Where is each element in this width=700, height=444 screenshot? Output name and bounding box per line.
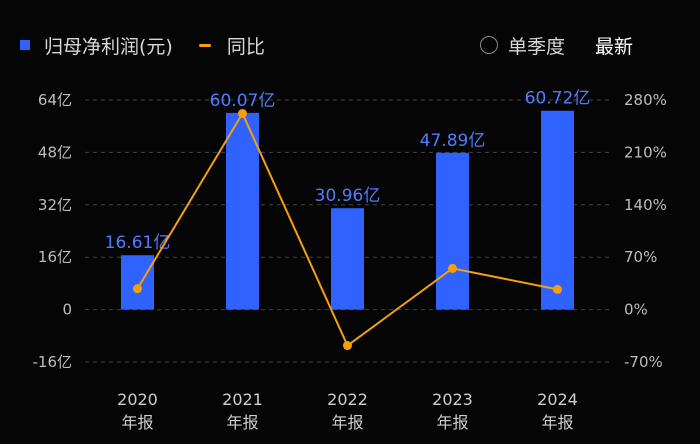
category-year-label: 2020 bbox=[117, 390, 158, 409]
yoy-point bbox=[133, 284, 142, 294]
category-type-label: 年报 bbox=[436, 413, 468, 432]
bar bbox=[331, 208, 364, 310]
radio-circle-icon[interactable] bbox=[480, 36, 498, 54]
quarterly-toggle[interactable]: 单季度 bbox=[480, 30, 565, 60]
bar bbox=[541, 110, 574, 310]
bar-value-label: 47.89亿 bbox=[420, 131, 486, 151]
line-legend-swatch bbox=[198, 43, 211, 47]
line-legend-label: 同比 bbox=[226, 35, 265, 58]
category-year-label: 2023 bbox=[432, 390, 473, 409]
bar bbox=[436, 152, 469, 310]
bar-value-label: 60.72亿 bbox=[525, 89, 591, 109]
bar bbox=[226, 112, 259, 310]
category-type-label: 年报 bbox=[541, 413, 573, 432]
yoy-point bbox=[238, 108, 247, 118]
right-tick-label: 70% bbox=[624, 248, 657, 266]
right-tick-label: 280% bbox=[624, 91, 667, 109]
category-year-label: 2022 bbox=[327, 390, 368, 409]
category-year-label: 2021 bbox=[222, 390, 263, 409]
right-tick-label: 0% bbox=[624, 301, 648, 319]
bar-value-label: 16.61亿 bbox=[105, 233, 171, 253]
category-type-label: 年报 bbox=[121, 413, 153, 432]
left-tick-label: 48亿 bbox=[38, 143, 72, 161]
left-tick-label: 32亿 bbox=[38, 196, 72, 214]
category-type-label: 年报 bbox=[331, 413, 363, 432]
left-tick-label: 64亿 bbox=[38, 91, 72, 109]
bar bbox=[121, 255, 154, 310]
yoy-point bbox=[448, 263, 457, 273]
chart-legend: 归母净利润(元) 同比 bbox=[20, 30, 265, 60]
left-tick-label: 16亿 bbox=[38, 248, 72, 266]
bar-legend-label: 归母净利润(元) bbox=[44, 35, 173, 58]
right-tick-label: 140% bbox=[624, 196, 667, 214]
latest-button[interactable]: 最新 bbox=[595, 30, 633, 60]
quarterly-label: 单季度 bbox=[508, 35, 566, 58]
category-year-label: 2024 bbox=[537, 390, 578, 409]
latest-label: 最新 bbox=[595, 35, 634, 58]
right-tick-label: 210% bbox=[624, 143, 667, 161]
bar-value-label: 60.07亿 bbox=[210, 91, 276, 111]
yoy-point bbox=[553, 284, 562, 294]
category-type-label: 年报 bbox=[226, 413, 258, 432]
left-tick-label: -16亿 bbox=[33, 353, 73, 371]
left-tick-label: 0 bbox=[62, 301, 72, 319]
yoy-point bbox=[343, 341, 352, 351]
bar-value-label: 30.96亿 bbox=[315, 186, 381, 206]
bar-legend-swatch bbox=[20, 40, 30, 50]
right-tick-label: -70% bbox=[624, 353, 663, 371]
